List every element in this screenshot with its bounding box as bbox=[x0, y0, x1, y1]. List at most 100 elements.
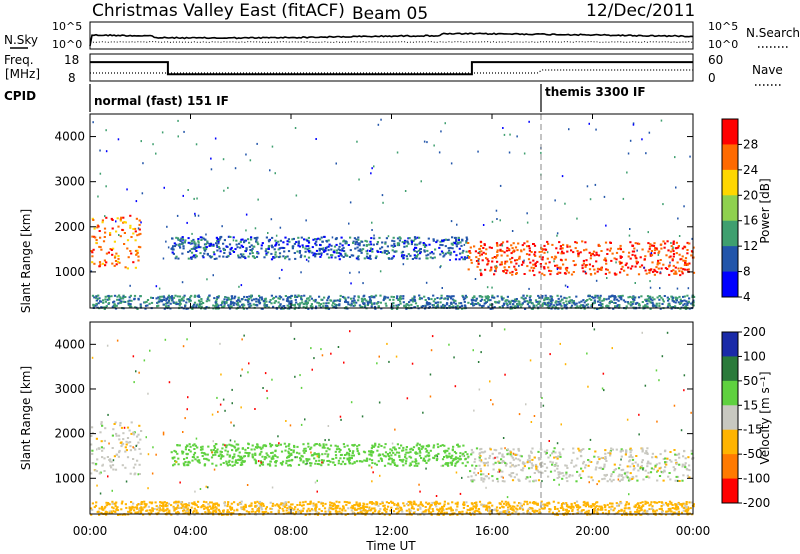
heatmap-cell bbox=[168, 297, 171, 300]
heatmap-cell bbox=[541, 296, 544, 299]
heatmap-cell bbox=[279, 443, 282, 446]
noise-search-trace bbox=[89, 41, 694, 43]
heatmap-cell bbox=[586, 185, 589, 188]
heatmap-cell bbox=[514, 454, 517, 456]
heatmap-cell bbox=[462, 503, 465, 506]
heatmap-cell bbox=[595, 466, 598, 469]
heatmap-cell bbox=[663, 246, 666, 249]
heatmap-cell bbox=[630, 301, 633, 304]
heatmap-cell bbox=[454, 302, 457, 305]
heatmap-cell bbox=[373, 510, 376, 513]
heatmap-cell bbox=[261, 307, 264, 310]
heatmap-cell bbox=[236, 246, 239, 249]
heatmap-cell bbox=[285, 459, 288, 462]
heatmap-cell bbox=[605, 268, 608, 271]
heatmap-cell bbox=[107, 297, 110, 300]
heatmap-cell bbox=[195, 504, 198, 507]
heatmap-cell bbox=[413, 256, 417, 259]
heatmap-cell bbox=[690, 449, 693, 452]
heatmap-cell bbox=[427, 297, 430, 299]
heatmap-cell bbox=[598, 505, 601, 508]
heatmap-cell bbox=[186, 445, 189, 448]
heatmap-cell bbox=[322, 305, 325, 308]
heatmap-cell bbox=[559, 271, 562, 274]
heatmap-cell bbox=[252, 245, 255, 248]
heatmap-cell bbox=[462, 249, 465, 252]
heatmap-cell bbox=[319, 444, 322, 447]
heatmap-cell bbox=[129, 445, 132, 448]
heatmap-cell bbox=[423, 295, 426, 298]
heatmap-cell bbox=[588, 263, 591, 266]
heatmap-cell bbox=[434, 248, 437, 251]
heatmap-cell bbox=[255, 297, 258, 300]
heatmap-cell bbox=[183, 294, 186, 297]
heatmap-cell bbox=[453, 512, 456, 515]
heatmap-cell bbox=[538, 271, 541, 274]
heatmap-cell bbox=[511, 479, 515, 482]
heatmap-cell bbox=[629, 139, 632, 142]
heatmap-cell bbox=[633, 467, 636, 470]
heatmap-cell bbox=[480, 253, 483, 256]
heatmap-cell bbox=[496, 218, 498, 220]
heatmap-cell bbox=[309, 500, 312, 503]
heatmap-cell bbox=[387, 454, 390, 457]
heatmap-cell bbox=[290, 503, 293, 506]
heatmap-cell bbox=[509, 450, 512, 453]
heatmap-cell bbox=[175, 255, 178, 258]
heatmap-cell bbox=[493, 306, 496, 309]
heatmap-cell bbox=[391, 460, 394, 462]
heatmap-cell bbox=[528, 269, 531, 272]
heatmap-cell bbox=[634, 282, 636, 284]
heatmap-cell bbox=[162, 303, 165, 306]
heatmap-cell bbox=[207, 503, 210, 506]
heatmap-cell bbox=[408, 511, 412, 514]
heatmap-cell bbox=[334, 506, 337, 509]
heatmap-cell bbox=[494, 301, 498, 304]
heatmap-cell bbox=[143, 301, 146, 304]
heatmap-cell bbox=[487, 299, 490, 302]
heatmap-cell bbox=[307, 240, 310, 243]
heatmap-cell bbox=[243, 295, 246, 298]
heatmap-cell bbox=[610, 480, 613, 483]
heatmap-cell bbox=[488, 454, 492, 457]
heatmap-cell bbox=[455, 240, 458, 243]
heatmap-cell bbox=[667, 475, 670, 478]
heatmap-cell bbox=[637, 273, 641, 276]
heatmap-cell bbox=[256, 241, 259, 244]
heatmap-cell bbox=[207, 296, 210, 299]
heatmap-cell bbox=[250, 304, 253, 307]
heatmap-cell bbox=[278, 277, 281, 280]
heatmap-cell bbox=[502, 297, 505, 300]
heatmap-cell bbox=[357, 507, 360, 510]
heatmap-cell bbox=[629, 267, 633, 270]
heatmap-cell bbox=[255, 504, 258, 507]
heatmap-cell bbox=[297, 295, 300, 297]
heatmap-cell bbox=[374, 442, 377, 445]
heatmap-cell bbox=[205, 501, 208, 504]
heatmap-cell bbox=[603, 195, 606, 198]
heatmap-cell bbox=[176, 504, 180, 507]
heatmap-cell bbox=[470, 453, 473, 456]
heatmap-cell bbox=[500, 461, 503, 464]
heatmap-cell bbox=[291, 238, 294, 241]
heatmap-cell bbox=[432, 294, 435, 297]
heatmap-cell bbox=[300, 254, 303, 257]
heatmap-cell bbox=[636, 261, 639, 264]
heatmap-cell bbox=[386, 250, 389, 253]
heatmap-cell bbox=[228, 443, 231, 446]
colorbar-tick-label: 8 bbox=[743, 265, 751, 279]
heatmap-cell bbox=[330, 254, 333, 257]
heatmap-cell bbox=[322, 504, 325, 507]
heatmap-cell bbox=[184, 305, 187, 308]
heatmap-cell bbox=[230, 444, 233, 447]
heatmap-cell bbox=[230, 305, 233, 308]
heatmap-cell bbox=[440, 297, 443, 299]
cpid-label: CPID bbox=[4, 89, 36, 103]
heatmap-cell bbox=[631, 462, 634, 465]
heatmap-cell bbox=[479, 295, 482, 298]
heatmap-cell bbox=[200, 298, 203, 300]
heatmap-cell bbox=[213, 253, 216, 256]
heatmap-cell bbox=[241, 463, 244, 466]
heatmap-cell bbox=[452, 295, 455, 298]
heatmap-cell bbox=[485, 257, 488, 260]
